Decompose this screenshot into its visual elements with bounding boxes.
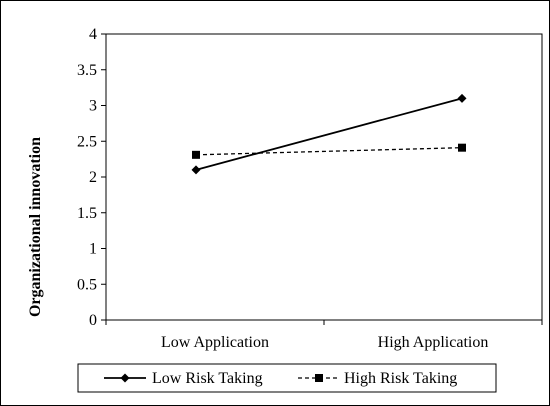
y-axis-label: Organizational innovation bbox=[27, 137, 44, 317]
y-tick-label: 2 bbox=[89, 169, 97, 186]
data-point bbox=[192, 150, 200, 159]
legend-entry: Low Risk Taking bbox=[104, 370, 263, 387]
legend-label: High Risk Taking bbox=[344, 370, 457, 387]
y-tick-label: 3 bbox=[89, 98, 97, 115]
y-tick-label: 4 bbox=[89, 26, 97, 43]
legend-marker bbox=[315, 374, 323, 382]
plot-area-border bbox=[105, 33, 543, 321]
data-point bbox=[191, 165, 201, 175]
y-tick-label: 2.5 bbox=[77, 133, 97, 150]
axes bbox=[101, 33, 543, 325]
legend-box bbox=[77, 363, 497, 393]
series-line bbox=[195, 97, 463, 171]
data-point bbox=[457, 93, 467, 103]
y-tick-label: 1.5 bbox=[77, 205, 97, 222]
legend: Low Risk Taking High Risk Taking bbox=[77, 363, 497, 393]
y-tick-labels: 0 0.5 1 1.5 2 2.5 3 3.5 4 bbox=[77, 26, 97, 329]
x-tick-label: High Application bbox=[378, 334, 489, 351]
series-group bbox=[191, 93, 467, 175]
series-1 bbox=[191, 93, 467, 175]
y-tick-label: 0.5 bbox=[77, 276, 97, 293]
legend-label: Low Risk Taking bbox=[152, 370, 263, 387]
legend-marker bbox=[120, 373, 130, 383]
y-tick-label: 1 bbox=[89, 241, 97, 258]
data-point bbox=[458, 143, 466, 152]
x-tick-labels: Low Application High Application bbox=[161, 334, 488, 351]
y-tick-label: 3.5 bbox=[77, 62, 97, 79]
x-tick-label: Low Application bbox=[161, 334, 269, 351]
y-tick-label: 0 bbox=[89, 312, 97, 329]
series-2 bbox=[192, 143, 466, 159]
legend-entry: High Risk Taking bbox=[298, 370, 457, 387]
series-line bbox=[195, 147, 463, 156]
